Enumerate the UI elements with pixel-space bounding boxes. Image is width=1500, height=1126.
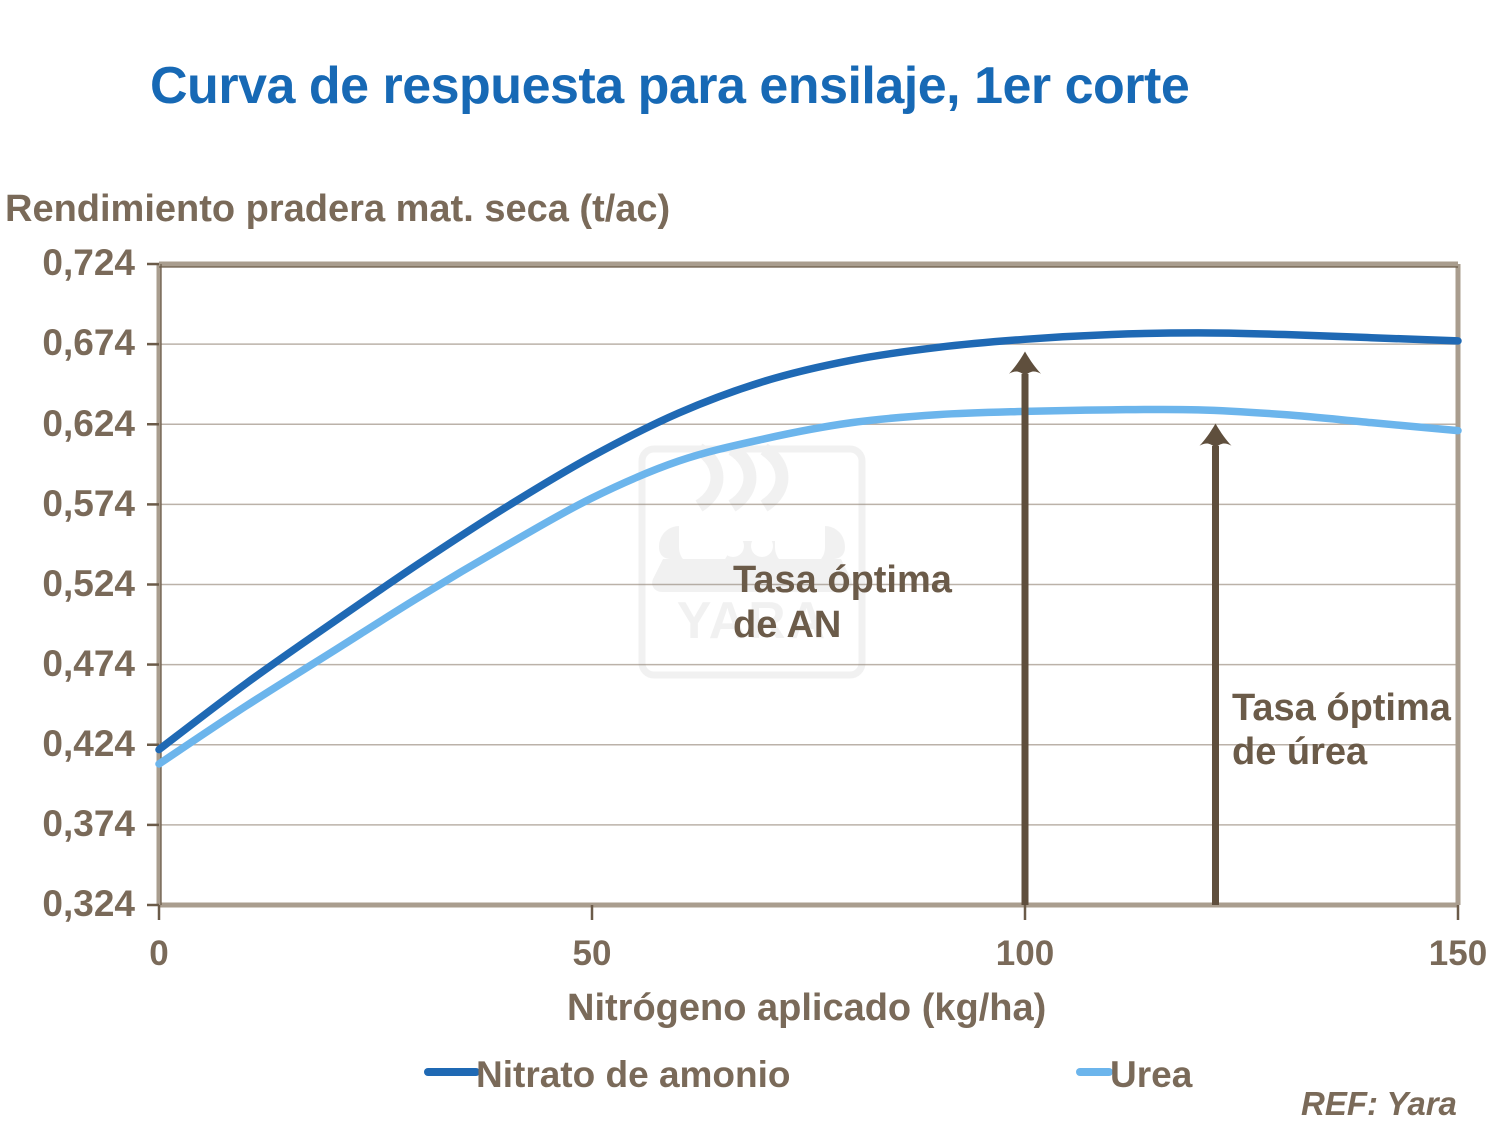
svg-text:de úrea: de úrea [1232, 731, 1368, 773]
svg-text:100: 100 [996, 934, 1054, 973]
svg-text:0: 0 [149, 934, 168, 973]
svg-text:0,724: 0,724 [42, 242, 135, 283]
svg-text:150: 150 [1429, 934, 1487, 973]
svg-text:Tasa óptima: Tasa óptima [733, 559, 953, 601]
svg-text:0,574: 0,574 [42, 483, 135, 524]
svg-text:0,424: 0,424 [42, 723, 135, 764]
svg-text:0,374: 0,374 [42, 803, 135, 844]
svg-text:0,474: 0,474 [42, 643, 135, 684]
svg-text:0,324: 0,324 [42, 883, 135, 924]
svg-text:0,524: 0,524 [42, 563, 135, 604]
svg-text:50: 50 [573, 934, 612, 973]
svg-text:0,624: 0,624 [42, 403, 135, 444]
svg-text:Tasa óptima: Tasa óptima [1232, 687, 1452, 729]
svg-text:de AN: de AN [733, 604, 841, 646]
svg-text:0,674: 0,674 [42, 322, 135, 363]
